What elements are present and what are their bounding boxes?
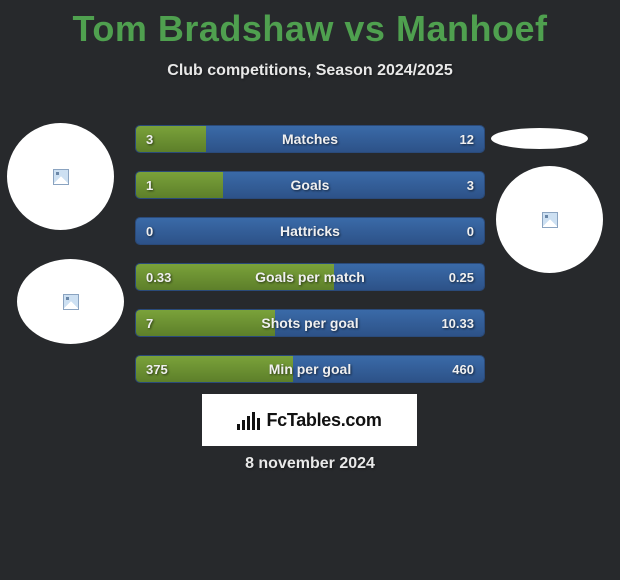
player2-flag-ellipse — [491, 128, 588, 149]
bar-value-right: 12 — [460, 126, 474, 152]
broken-image-icon — [53, 169, 69, 185]
bar-segment-right — [223, 172, 484, 198]
bar-segment-left — [136, 310, 275, 336]
player2-avatar-circle — [496, 166, 603, 273]
bar-value-right: 0 — [467, 218, 474, 244]
brand-text: FcTables.com — [266, 410, 381, 431]
brand-bars-icon — [237, 410, 260, 430]
bar-value-right: 3 — [467, 172, 474, 198]
comparison-bar-row: 00Hattricks — [135, 217, 485, 245]
page-title: Tom Bradshaw vs Manhoef — [0, 0, 620, 50]
bar-value-right: 0.25 — [449, 264, 474, 290]
comparison-bar-row: 710.33Shots per goal — [135, 309, 485, 337]
comparison-chart: 312Matches13Goals00Hattricks0.330.25Goal… — [135, 125, 485, 401]
bar-value-left: 3 — [146, 126, 153, 152]
bar-value-left: 0.33 — [146, 264, 171, 290]
footer-date: 8 november 2024 — [0, 455, 620, 473]
comparison-bar-row: 0.330.25Goals per match — [135, 263, 485, 291]
bar-value-left: 375 — [146, 356, 168, 382]
player1-avatar-circle — [7, 123, 114, 230]
subtitle: Club competitions, Season 2024/2025 — [0, 62, 620, 80]
player1-name: Tom Bradshaw — [73, 8, 334, 49]
broken-image-icon — [63, 294, 79, 310]
comparison-bar-row: 375460Min per goal — [135, 355, 485, 383]
comparison-bar-row: 312Matches — [135, 125, 485, 153]
player2-name: Manhoef — [396, 8, 548, 49]
bar-value-left: 1 — [146, 172, 153, 198]
brand-box: FcTables.com — [202, 394, 417, 446]
bar-segment-right — [206, 126, 484, 152]
bar-value-left: 7 — [146, 310, 153, 336]
bar-value-right: 10.33 — [441, 310, 474, 336]
bar-value-left: 0 — [146, 218, 153, 244]
broken-image-icon — [542, 212, 558, 228]
comparison-bar-row: 13Goals — [135, 171, 485, 199]
bar-segment-right — [136, 218, 484, 244]
bar-value-right: 460 — [452, 356, 474, 382]
player1-club-circle — [17, 259, 124, 344]
title-vs: vs — [344, 8, 385, 49]
